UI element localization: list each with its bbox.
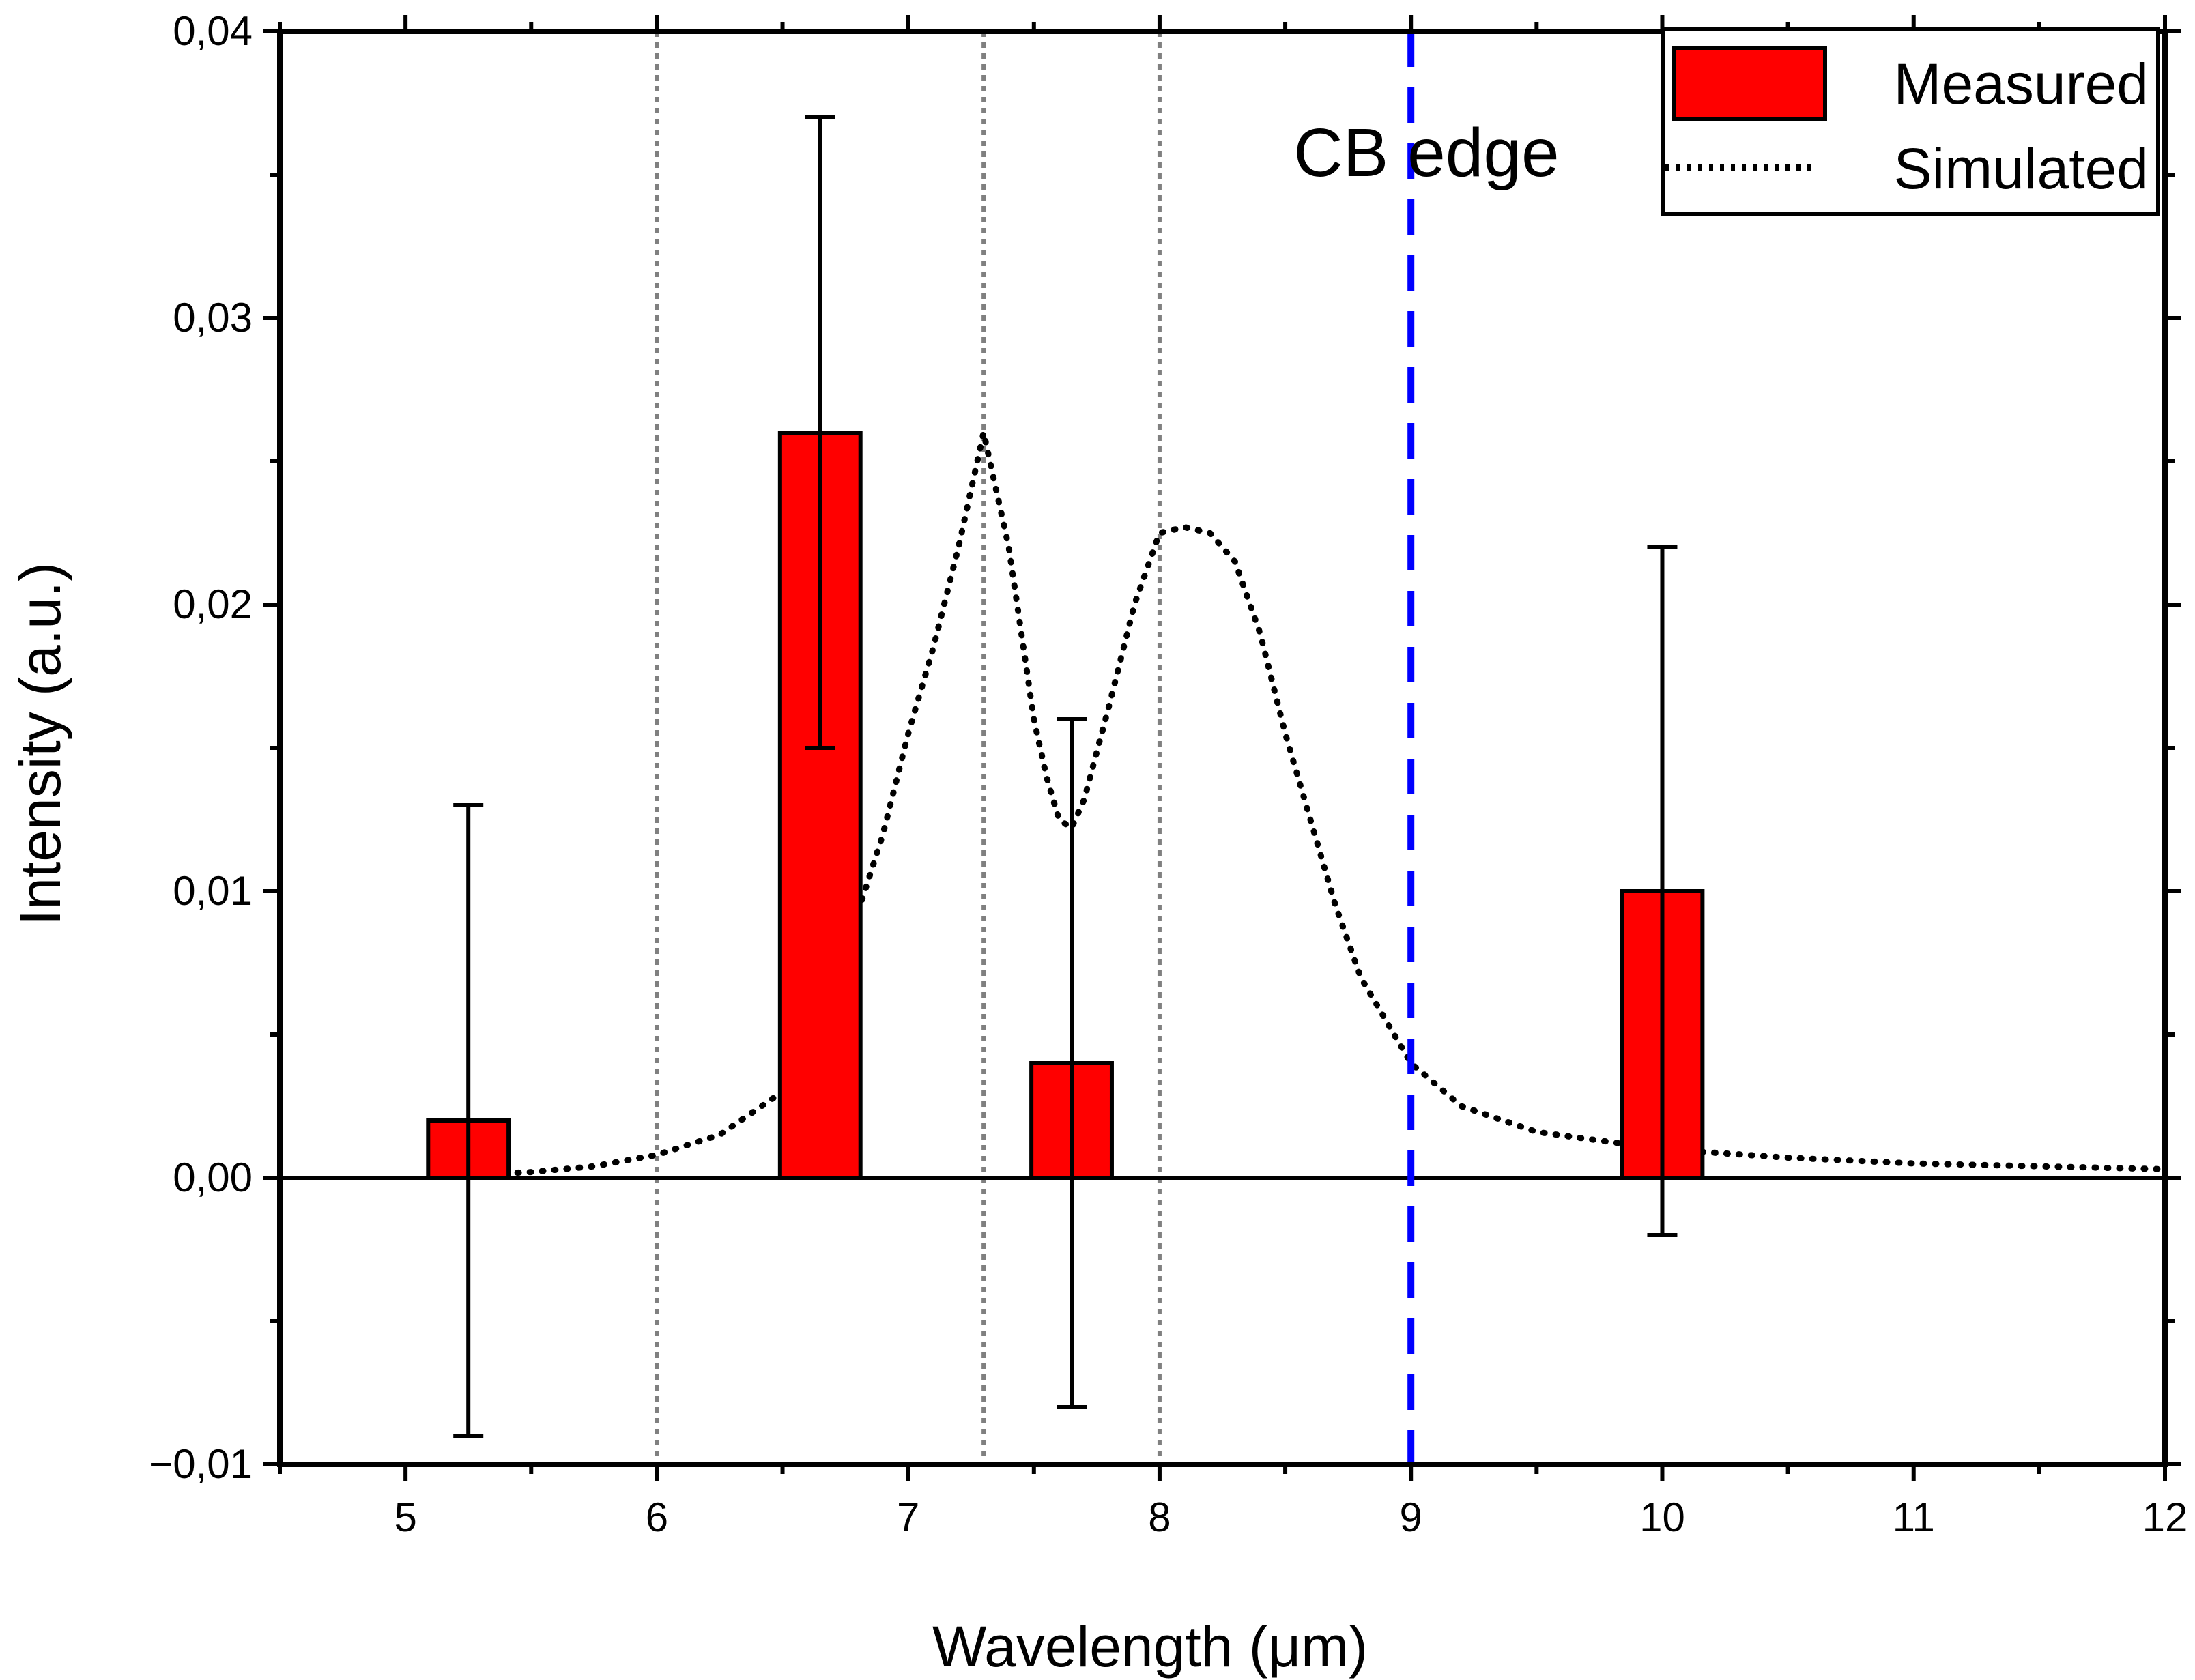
x-tick-label: 5 (394, 1494, 416, 1540)
simulated-series (465, 429, 2168, 1178)
x-tick-label: 12 (2142, 1494, 2188, 1540)
x-axis-label: Wavelength (μm) (932, 1614, 1368, 1679)
plot-border (277, 29, 2168, 1467)
legend-label-simulated: Simulated (1893, 136, 2149, 201)
y-tick-label: −0,01 (149, 1441, 253, 1487)
x-axis: 5 6 7 8 9 10 11 12 (278, 15, 2188, 1540)
cb-edge-annotation: CB edge (1293, 115, 1559, 191)
x-tick-label: 6 (646, 1494, 668, 1540)
x-tick-label: 10 (1639, 1494, 1685, 1540)
legend-label-measured: Measured (1893, 52, 2149, 116)
y-tick-label: 0,04 (173, 8, 253, 54)
legend: Measured Simulated (1661, 27, 2160, 216)
measured-series (426, 431, 1705, 1180)
y-tick-label: 0,03 (173, 295, 253, 341)
y-tick-label: 0,01 (173, 868, 253, 914)
legend-swatch-measured (1672, 46, 1827, 121)
plot-frame (277, 29, 2168, 1467)
x-tick-label: 8 (1148, 1494, 1171, 1540)
y-axis: −0,01 0,00 0,01 0,02 0,03 0,04 (149, 8, 2181, 1487)
reference-lines (655, 31, 1162, 1464)
y-tick-label: 0,02 (173, 581, 253, 627)
x-tick-label: 9 (1400, 1494, 1422, 1540)
x-tick-label: 7 (897, 1494, 919, 1540)
simulated-line (465, 429, 2168, 1178)
y-axis-label: Intensity (a.u.) (8, 562, 72, 925)
error-bars (453, 115, 1678, 1438)
x-tick-label: 11 (1893, 1494, 1935, 1540)
y-tick-label: 0,00 (173, 1155, 253, 1200)
